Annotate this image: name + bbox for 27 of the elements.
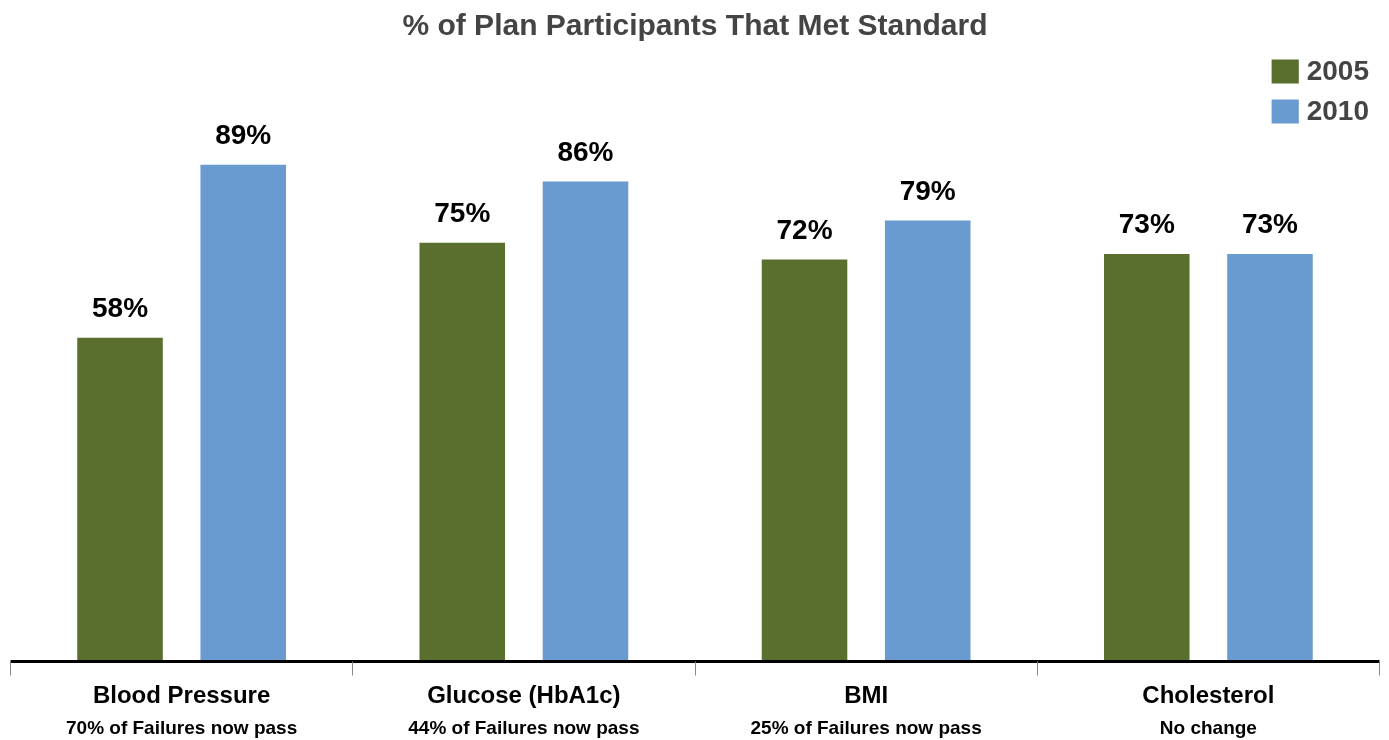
bar [1227,254,1313,662]
data-label: 72% [776,213,833,245]
chart-title: % of Plan Participants That Met Standard [402,7,988,41]
x-tick-label: Blood Pressure [92,680,271,708]
text: 44% of Failures now pass [408,716,640,738]
legend-label: 2005 [1306,55,1369,87]
text: No change [1159,716,1257,738]
text: 70% of Failures now pass [66,716,298,738]
bar [542,181,629,662]
data-label: 79% [899,174,956,206]
text: 25% of Failures now pass [750,716,982,738]
data-label: 89% [215,118,272,150]
data-label: 86% [557,135,614,167]
x-tick-label: BMI [844,680,889,708]
bar [77,337,163,662]
data-label: 58% [92,291,149,323]
bar [884,220,971,662]
x-tick-label: Cholesterol [1142,680,1275,708]
bar [761,259,848,662]
data-label: 73% [1118,208,1175,240]
x-tick-label: Glucose (HbA1c) [427,680,621,708]
bar [419,242,506,662]
bar [1103,254,1190,662]
data-label: 75% [434,196,491,228]
data-label: 73% [1241,208,1299,240]
bar [200,164,287,662]
legend-label: 2010 [1306,95,1369,127]
